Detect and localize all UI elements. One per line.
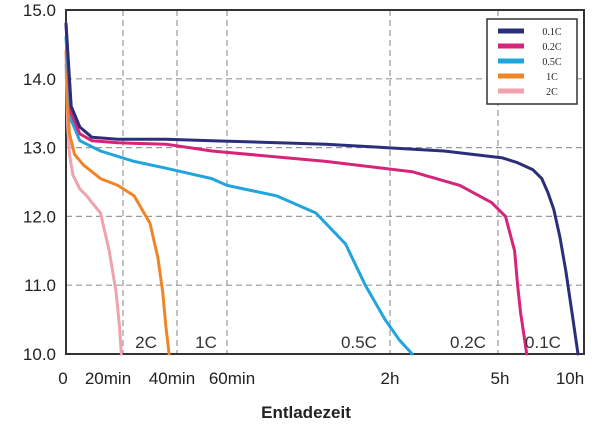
y-axis-ticks: 10.0 11.0 12.0 13.0 14.0 15.0: [23, 1, 56, 364]
legend-label: 0.1C: [542, 27, 562, 38]
legend-swatch: [498, 73, 524, 79]
x-axis-label: Entladezeit: [261, 403, 351, 422]
curve-annotation: 0.1C: [525, 333, 561, 352]
curve-annotation: 1C: [195, 333, 217, 352]
x-tick-label: 60min: [209, 369, 255, 388]
x-tick-label: 40min: [149, 369, 195, 388]
series-line-0_5C: [64, 36, 414, 356]
series-line-0_1C: [64, 22, 580, 356]
legend-label: 1C: [546, 72, 558, 83]
y-tick-label: 13.0: [23, 139, 56, 158]
x-tick-label: 20min: [85, 369, 131, 388]
legend-swatch: [498, 58, 524, 64]
x-tick-label: 5h: [491, 369, 510, 388]
x-tick-label: 0: [58, 369, 67, 388]
legend-swatch: [498, 88, 524, 94]
legend: 0.1C 0.2C 0.5C 1C 2C: [486, 18, 578, 105]
x-tick-label: 10h: [556, 369, 584, 388]
series-line-0_2C: [64, 22, 529, 356]
curve-annotation: 2C: [135, 333, 157, 352]
series-line-2C: [64, 63, 123, 356]
legend-label: 0.2C: [542, 42, 562, 53]
legend-label: 2C: [546, 87, 558, 98]
series-line-1C: [64, 49, 171, 356]
y-tick-label: 14.0: [23, 70, 56, 89]
y-tick-label: 15.0: [23, 1, 56, 20]
plot-frame: [65, 9, 585, 355]
legend-swatch: [498, 28, 524, 34]
legend-label: 0.5C: [542, 57, 562, 68]
curve-annotation: 0.2C: [450, 333, 486, 352]
curve-annotations: 2C 1C 0.5C 0.2C 0.1C: [135, 333, 561, 352]
y-tick-label: 12.0: [23, 207, 56, 226]
x-axis-ticks: 0 20min 40min 60min 2h 5h 10h: [58, 369, 584, 388]
y-tick-label: 10.0: [23, 345, 56, 364]
series-lines: [64, 22, 580, 356]
y-tick-label: 11.0: [24, 276, 56, 295]
x-tick-label: 2h: [381, 369, 400, 388]
curve-annotation: 0.5C: [341, 333, 377, 352]
legend-swatch: [498, 43, 524, 49]
